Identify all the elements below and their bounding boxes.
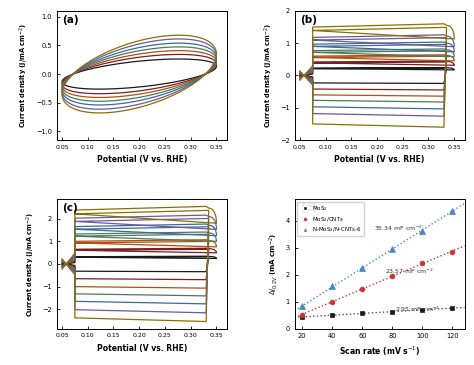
Text: (c): (c) [62, 203, 78, 213]
Y-axis label: Current density (j/mA cm$^{-2}$): Current density (j/mA cm$^{-2}$) [25, 211, 36, 316]
Text: 23.57 mF cm$^{-2}$: 23.57 mF cm$^{-2}$ [385, 266, 434, 276]
X-axis label: Scan rate (mV s$^{-1}$): Scan rate (mV s$^{-1}$) [339, 345, 420, 358]
Y-axis label: Current density (j/mA cm$^{-2}$): Current density (j/mA cm$^{-2}$) [18, 23, 30, 128]
Y-axis label: $\Delta j_{0.2V}$ (mA cm$^{-2}$): $\Delta j_{0.2V}$ (mA cm$^{-2}$) [267, 233, 280, 295]
Text: (a): (a) [62, 15, 79, 25]
Text: (d): (d) [300, 203, 317, 213]
Text: 2.95 mF cm$^{-2}$: 2.95 mF cm$^{-2}$ [395, 305, 440, 314]
Legend: MoS$_2$, MoS$_2$/CNTs, N-MoS$_2$/N-CNTs-6: MoS$_2$, MoS$_2$/CNTs, N-MoS$_2$/N-CNTs-… [297, 201, 364, 237]
X-axis label: Potential (V vs. RHE): Potential (V vs. RHE) [335, 155, 425, 165]
X-axis label: Potential (V vs. RHE): Potential (V vs. RHE) [97, 344, 187, 353]
Y-axis label: Current density (j/mA cm$^{-2}$): Current density (j/mA cm$^{-2}$) [262, 23, 274, 128]
Text: 35.34 mF cm$^{-2}$: 35.34 mF cm$^{-2}$ [374, 223, 423, 233]
Text: (b): (b) [300, 15, 317, 25]
X-axis label: Potential (V vs. RHE): Potential (V vs. RHE) [97, 155, 187, 165]
